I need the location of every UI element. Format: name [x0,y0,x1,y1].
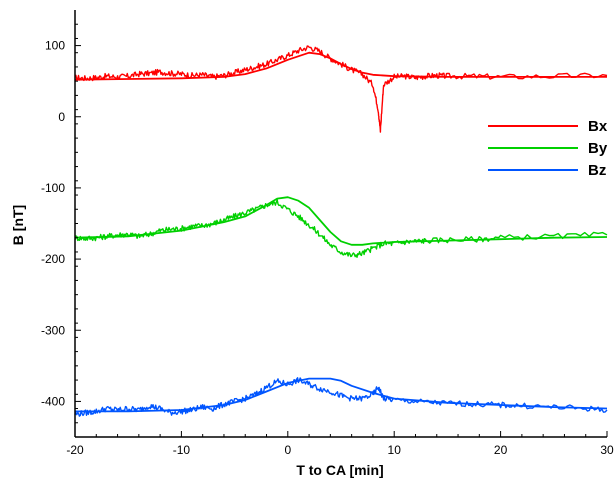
series-bx-model [74,51,607,81]
x-axis-title: T to CA [min] [296,462,383,478]
x-tick-label: -20 [66,443,84,457]
x-tick-label: -10 [173,443,191,457]
series-bx-observed [74,45,608,133]
legend-label-bz: Bz [588,162,606,179]
x-ticks: -20 -10 0 10 20 30 [66,431,614,457]
series-by-observed [74,199,608,258]
legend: Bx By Bz [488,118,608,179]
plot-lines [74,45,608,417]
legend-entry-bx: Bx [488,118,608,135]
legend-entry-by: By [488,140,608,157]
y-tick-label: 100 [45,39,65,53]
x-tick-label: 0 [284,443,291,457]
y-ticks: 100 0 -100 -200 -300 -400 [41,23,81,424]
y-tick-label: 0 [58,110,65,124]
series-by-model [74,196,608,246]
legend-entry-bz: Bz [488,162,606,179]
y-tick-label: -100 [41,181,65,195]
y-tick-label: -200 [41,252,65,266]
y-axis-title: B [nT] [10,205,26,245]
x-tick-label: 10 [388,443,402,457]
y-tick-label: -300 [41,323,65,337]
x-tick-label: 30 [600,443,614,457]
y-tick-label: -400 [41,394,65,408]
x-tick-label: 20 [494,443,508,457]
legend-label-by: By [588,140,608,157]
legend-label-bx: Bx [588,118,608,135]
series-bz-model [75,377,608,413]
